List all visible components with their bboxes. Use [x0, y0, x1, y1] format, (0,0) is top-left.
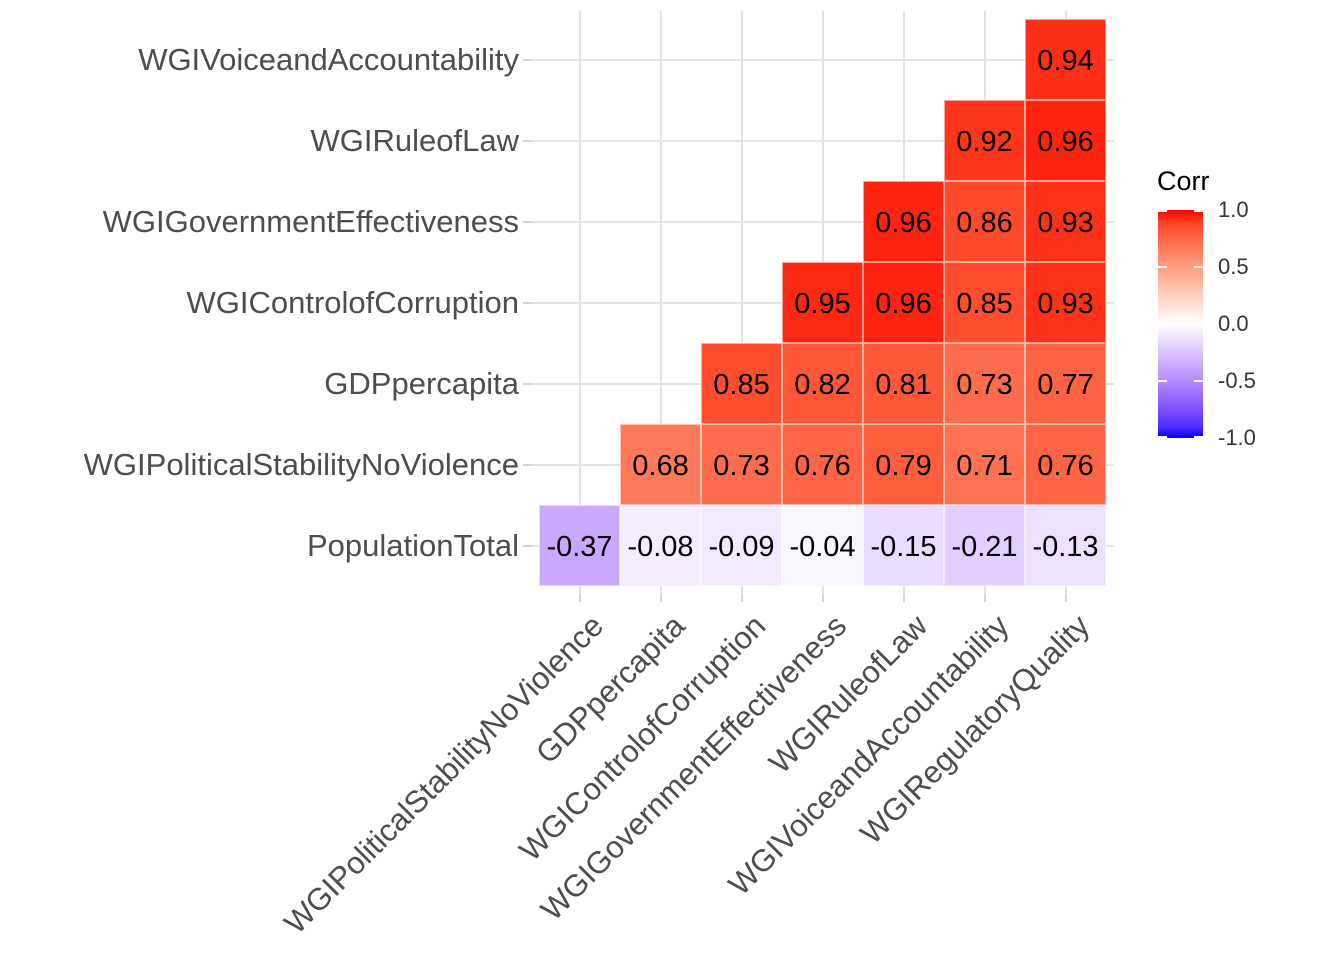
legend-tick-label: 0.5	[1218, 254, 1249, 279]
correlation-value-label: 0.76	[1037, 449, 1094, 482]
heatmap-cell: 0.77	[1025, 343, 1106, 424]
correlation-value-label: 0.93	[1037, 287, 1094, 320]
correlation-value-label: -0.37	[546, 530, 613, 563]
legend-colorbar-tick	[1194, 266, 1203, 268]
heatmap-cell: 0.96	[863, 262, 944, 343]
y-axis-label: GDPpercapita	[324, 365, 519, 401]
correlation-value-label: 0.81	[875, 368, 932, 401]
correlation-value-label: 0.86	[956, 206, 1013, 239]
legend-title: Corr	[1157, 166, 1210, 196]
heatmap-cell: 0.79	[863, 424, 944, 505]
x-axis-tick	[821, 594, 824, 602]
legend-tick-label: 1.0	[1218, 197, 1249, 222]
correlation-value-label: -0.04	[789, 530, 856, 563]
y-axis-label: WGIPoliticalStabilityNoViolence	[83, 446, 519, 482]
heatmap-cell: -0.13	[1025, 505, 1106, 586]
x-axis-tick	[659, 594, 662, 602]
y-axis-tick	[523, 220, 531, 223]
correlation-value-label: 0.92	[956, 125, 1013, 158]
legend-colorbar-tick	[1194, 323, 1203, 325]
heatmap-cell: 0.92	[944, 100, 1025, 181]
heatmap-cell: 0.82	[782, 343, 863, 424]
y-axis-label: WGIRuleofLaw	[310, 122, 519, 158]
heatmap-cell: 0.71	[944, 424, 1025, 505]
legend-colorbar-tick	[1194, 210, 1203, 212]
heatmap-cell: 0.94	[1025, 19, 1106, 100]
correlation-value-label: 0.96	[875, 206, 932, 239]
correlation-value-label: 0.95	[794, 287, 851, 320]
heatmap-cell: -0.21	[944, 505, 1025, 586]
correlation-value-label: 0.85	[956, 287, 1013, 320]
y-axis-label: WGIGovernmentEffectiveness	[102, 203, 519, 239]
y-axis-tick	[523, 139, 531, 142]
y-axis-tick	[523, 301, 531, 304]
heatmap-cell: -0.04	[782, 505, 863, 586]
y-axis-tick	[523, 58, 531, 61]
legend-tick-label: 0.0	[1218, 311, 1249, 336]
legend-colorbar-tick	[1158, 210, 1167, 212]
heatmap-cell: 0.86	[944, 181, 1025, 262]
legend-colorbar	[1158, 210, 1203, 438]
y-axis-tick	[523, 382, 531, 385]
correlation-value-label: 0.73	[713, 449, 770, 482]
heatmap-cell: 0.68	[620, 424, 701, 505]
heatmap-cell: 0.93	[1025, 181, 1106, 262]
plot-panel: 0.94 0.92 0.96 0.96 0.86 0.93 0.95 0.96 0.85 0.93…	[531, 11, 1114, 594]
correlation-value-label: -0.15	[870, 530, 937, 563]
legend-colorbar-tick	[1158, 266, 1167, 268]
panel-gridline-horizontal	[531, 58, 1114, 61]
heatmap-cell: 0.93	[1025, 262, 1106, 343]
y-axis-label: PopulationTotal	[307, 527, 519, 563]
y-axis-tick	[523, 544, 531, 547]
y-axis-label: WGIVoiceandAccountability	[138, 41, 519, 77]
legend-colorbar-tick	[1158, 436, 1167, 438]
x-axis-tick	[1064, 594, 1067, 602]
correlation-value-label: -0.13	[1032, 530, 1099, 563]
correlation-value-label: -0.21	[951, 530, 1018, 563]
legend-tick-label: -0.5	[1218, 368, 1256, 393]
x-axis-tick	[902, 594, 905, 602]
heatmap-cell: 0.73	[944, 343, 1025, 424]
heatmap-cell: 0.96	[863, 181, 944, 262]
heatmap-cell: 0.81	[863, 343, 944, 424]
heatmap-cell: 0.85	[701, 343, 782, 424]
y-axis-label: WGIControlofCorruption	[186, 284, 519, 320]
panel-gridline-horizontal	[531, 139, 1114, 142]
heatmap-cell: -0.37	[539, 505, 620, 586]
correlation-value-label: 0.96	[875, 287, 932, 320]
heatmap-cell: 0.96	[1025, 100, 1106, 181]
heatmap-cell: -0.09	[701, 505, 782, 586]
correlation-value-label: 0.68	[632, 449, 689, 482]
legend-colorbar-tick	[1158, 323, 1167, 325]
correlation-value-label: 0.93	[1037, 206, 1094, 239]
heatmap-cell: 0.95	[782, 262, 863, 343]
correlation-value-label: 0.71	[956, 449, 1013, 482]
correlation-value-label: 0.76	[794, 449, 851, 482]
panel-gridline-horizontal	[531, 220, 1114, 223]
heatmap-cell: 0.76	[1025, 424, 1106, 505]
legend-tick-label: -1.0	[1218, 425, 1256, 450]
heatmap-cell: 0.85	[944, 262, 1025, 343]
heatmap-cell: 0.73	[701, 424, 782, 505]
x-axis-tick	[740, 594, 743, 602]
x-axis-tick	[578, 594, 581, 602]
legend-colorbar-tick	[1194, 436, 1203, 438]
correlation-value-label: 0.79	[875, 449, 932, 482]
x-axis-tick	[983, 594, 986, 602]
correlation-value-label: -0.09	[708, 530, 775, 563]
correlation-value-label: 0.77	[1037, 368, 1094, 401]
correlation-value-label: 0.73	[956, 368, 1013, 401]
legend-colorbar-tick	[1194, 380, 1203, 382]
heatmap-cell: -0.15	[863, 505, 944, 586]
correlation-value-label: 0.85	[713, 368, 770, 401]
heatmap-cell: 0.76	[782, 424, 863, 505]
correlation-value-label: 0.82	[794, 368, 851, 401]
legend-colorbar-tick	[1158, 380, 1167, 382]
heatmap-cell: -0.08	[620, 505, 701, 586]
y-axis-tick	[523, 463, 531, 466]
correlation-value-label: 0.96	[1037, 125, 1094, 158]
correlation-value-label: 0.94	[1037, 44, 1094, 77]
correlation-value-label: -0.08	[627, 530, 694, 563]
